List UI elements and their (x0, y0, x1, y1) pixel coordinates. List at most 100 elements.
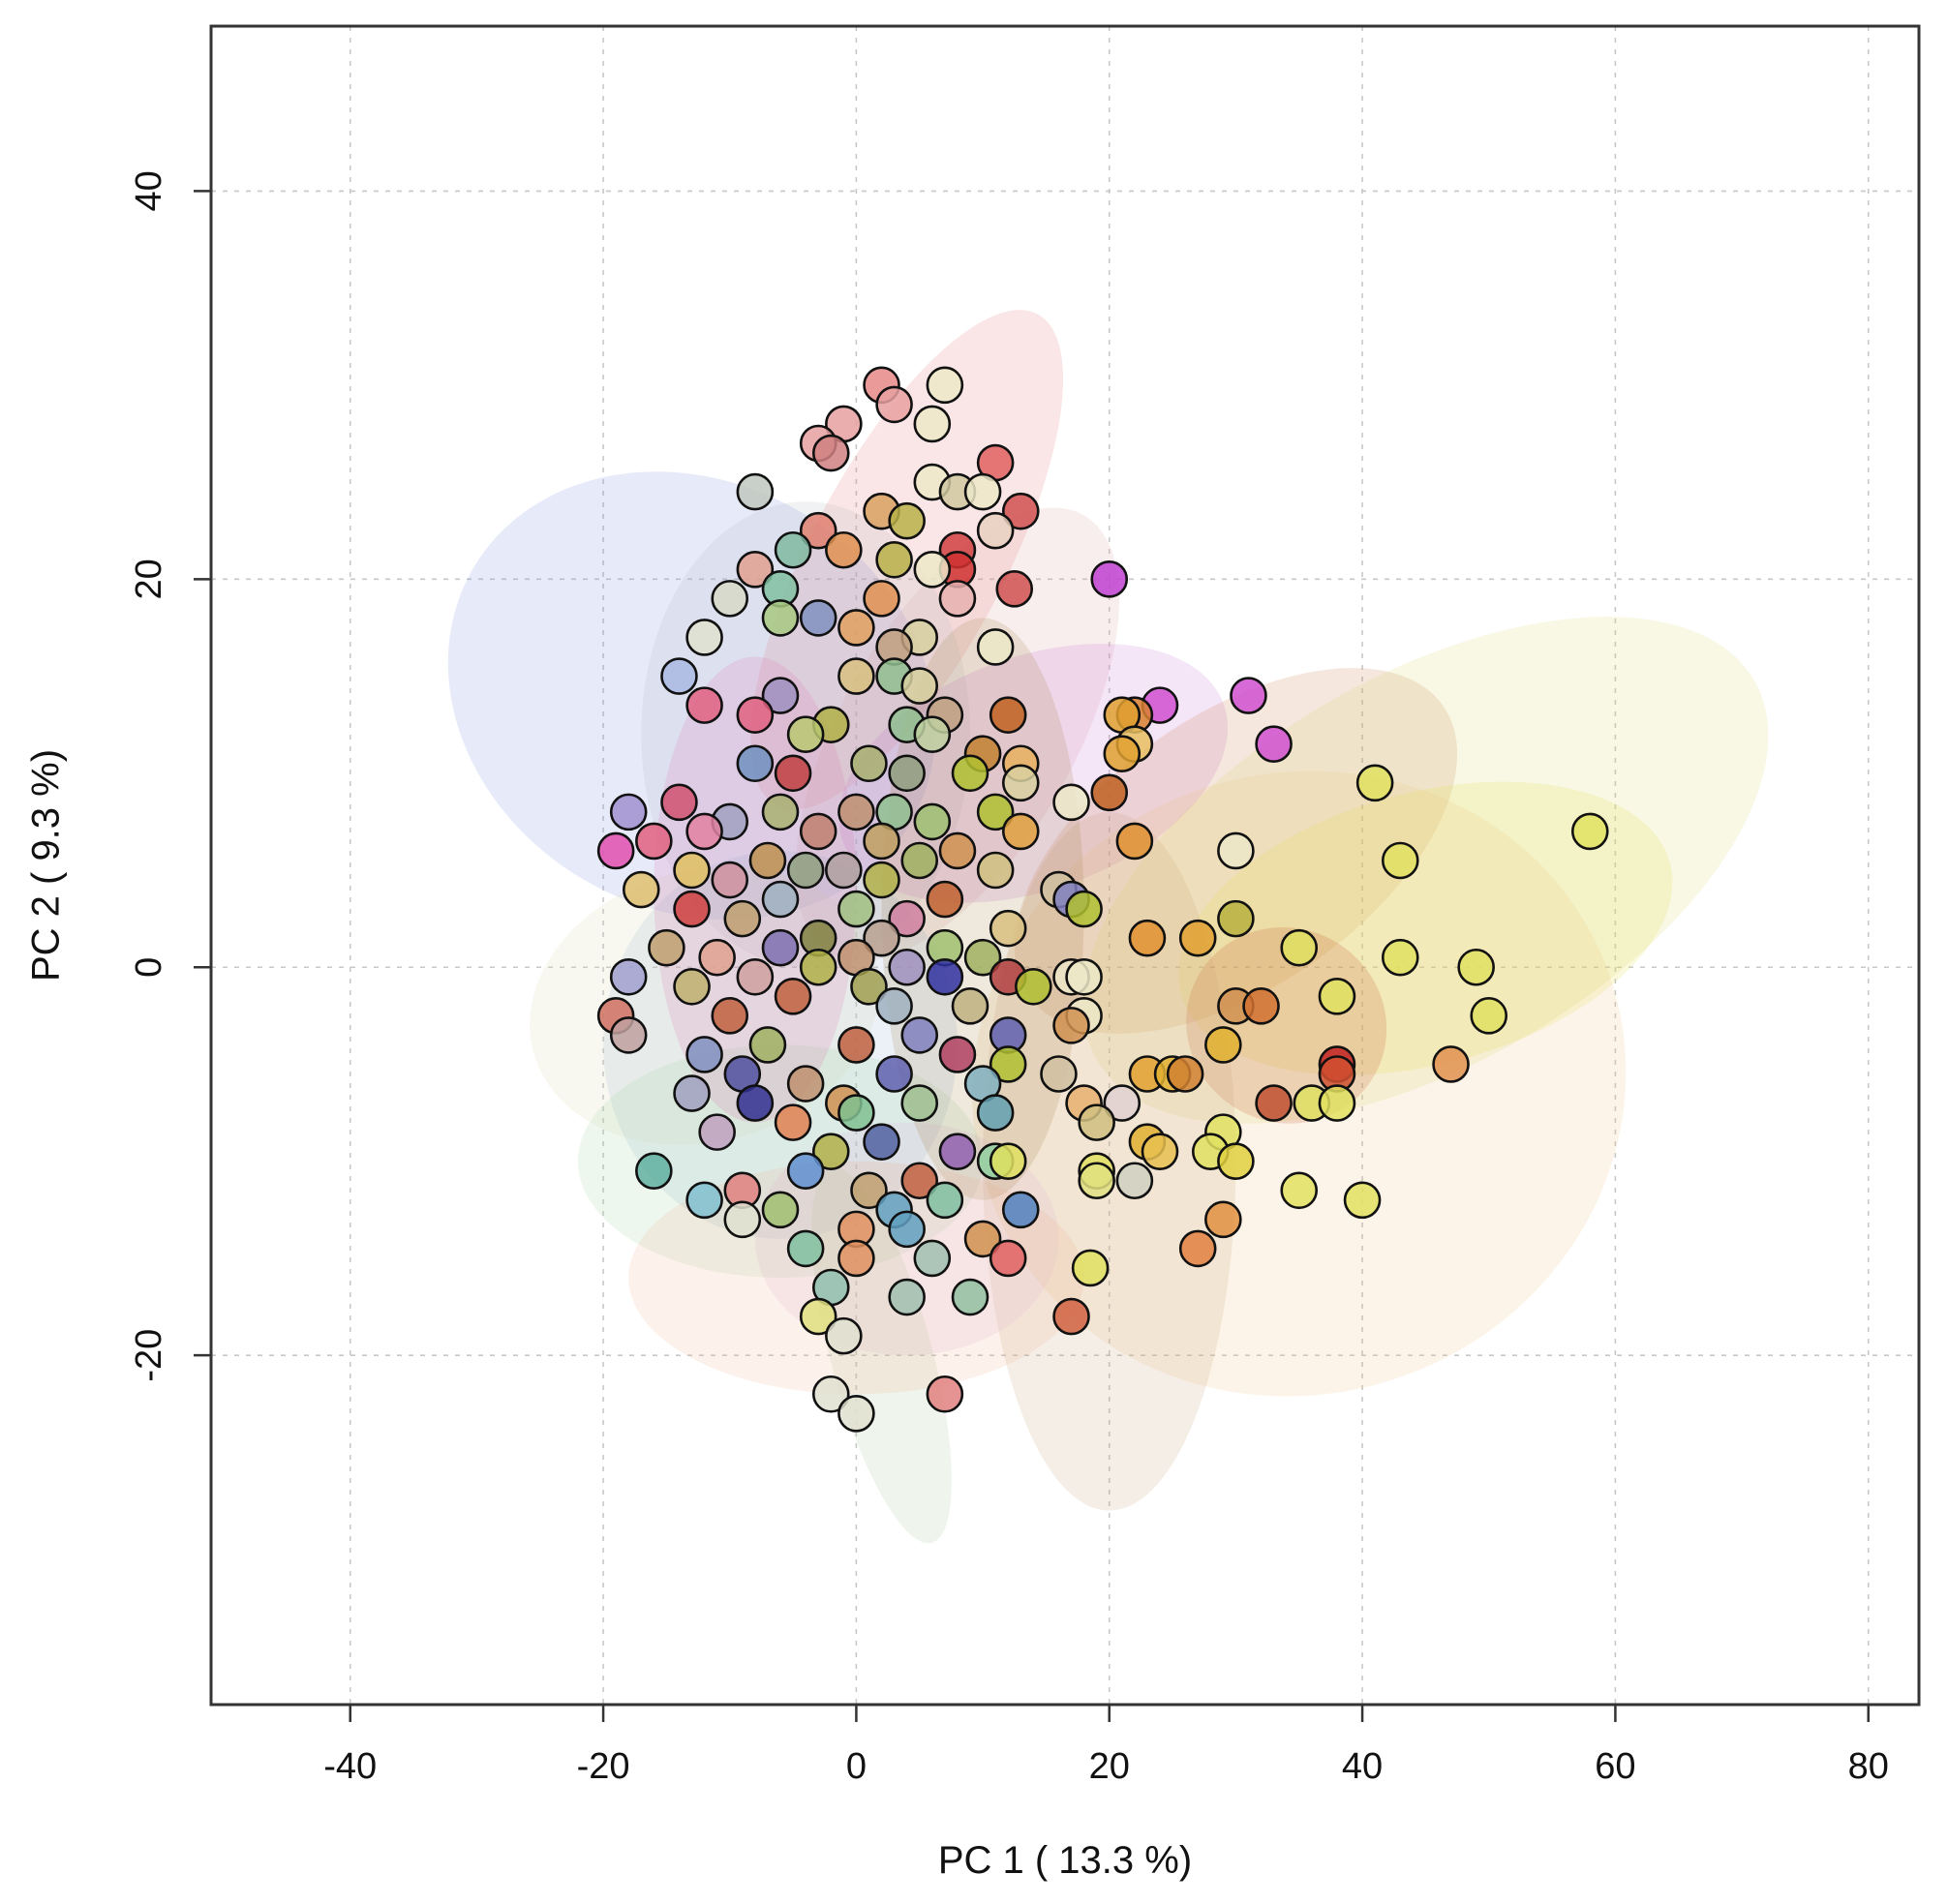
data-point (1065, 957, 1103, 996)
data-point (913, 1239, 952, 1278)
data-point (761, 793, 800, 831)
data-point (1280, 1171, 1319, 1210)
data-point (926, 957, 964, 996)
data-point (900, 1162, 939, 1200)
data-point (1470, 997, 1508, 1035)
data-point (811, 1133, 850, 1170)
data-point (976, 628, 1015, 666)
data-point (774, 1103, 812, 1141)
data-point (1115, 1162, 1154, 1200)
data-point (888, 948, 926, 986)
data-point (976, 851, 1015, 890)
data-point (786, 1229, 825, 1268)
data-point (786, 851, 825, 890)
data-point (1381, 938, 1419, 977)
data-point (989, 1239, 1027, 1278)
data-point (673, 1074, 711, 1112)
data-point (976, 793, 1015, 831)
data-point (951, 1278, 989, 1316)
x-tick-label: 40 (1342, 1746, 1383, 1787)
data-point (913, 405, 952, 443)
data-point (1001, 492, 1040, 530)
data-point (799, 812, 837, 851)
data-point (837, 1094, 875, 1132)
data-point (926, 880, 964, 919)
data-point (863, 861, 900, 899)
data-point (951, 754, 989, 793)
data-point (761, 928, 800, 967)
x-tick-label: -20 (577, 1746, 630, 1787)
data-point (989, 696, 1027, 734)
data-point (1001, 1191, 1040, 1229)
data-point (875, 540, 913, 579)
data-point (888, 1210, 926, 1249)
data-point (723, 899, 762, 938)
data-point (799, 1297, 837, 1336)
data-point (1230, 677, 1267, 714)
data-point (938, 1036, 977, 1073)
data-point (1318, 978, 1356, 1015)
data-point (609, 793, 648, 831)
data-point (875, 1055, 913, 1093)
data-point (963, 1220, 1002, 1258)
data-point (799, 599, 837, 637)
data-point (685, 1036, 723, 1073)
data-point (863, 919, 900, 957)
x-axis-ticks: -40 -20 0 20 40 60 80 (323, 1705, 1889, 1787)
data-point (1217, 899, 1255, 938)
data-point (811, 434, 850, 472)
y-tick-label: 20 (129, 559, 169, 599)
data-point (1166, 1055, 1204, 1093)
data-point (976, 511, 1015, 550)
data-point (926, 1181, 964, 1220)
data-point (609, 1016, 648, 1054)
data-point (976, 1094, 1015, 1132)
data-point (1432, 1045, 1470, 1083)
data-point (900, 1084, 939, 1122)
data-point (863, 822, 900, 861)
data-point (1204, 1026, 1242, 1064)
data-point (660, 657, 698, 695)
data-point (673, 967, 711, 1006)
data-point (648, 928, 685, 967)
data-point (850, 744, 888, 783)
data-point (786, 1065, 825, 1103)
data-point (1204, 1200, 1242, 1239)
x-axis-title: PC 1 ( 13.3 %) (938, 1839, 1192, 1882)
data-point (1052, 783, 1090, 822)
data-point (989, 1045, 1027, 1083)
y-axis-title: PC 2 ( 9.3 %) (25, 749, 68, 982)
data-point (799, 511, 837, 550)
data-point (736, 696, 775, 734)
data-point (837, 890, 875, 928)
data-point (888, 899, 926, 938)
data-point (799, 948, 837, 986)
data-point (951, 987, 989, 1025)
data-point (837, 609, 875, 647)
data-point (748, 841, 787, 880)
data-point (900, 667, 939, 705)
data-point (825, 530, 863, 569)
data-point (837, 657, 875, 695)
data-point (1090, 773, 1129, 812)
data-point (837, 1395, 875, 1433)
data-point (825, 851, 863, 890)
data-point (1078, 1103, 1115, 1141)
data-point (837, 1026, 875, 1064)
data-point (888, 501, 926, 540)
data-point (913, 550, 952, 589)
data-point (635, 1152, 673, 1191)
data-point (850, 967, 888, 1006)
data-point (635, 822, 673, 861)
data-point (1318, 1084, 1356, 1122)
data-point (837, 793, 875, 831)
data-point (1242, 987, 1280, 1025)
data-point (786, 715, 825, 753)
data-point (863, 1123, 900, 1161)
data-point (926, 366, 964, 405)
y-tick-label: 0 (129, 957, 169, 978)
y-axis-ticks: -20 0 20 40 (129, 170, 211, 1382)
data-point (660, 783, 698, 822)
data-point (1103, 1084, 1141, 1122)
data-point (723, 1200, 762, 1239)
